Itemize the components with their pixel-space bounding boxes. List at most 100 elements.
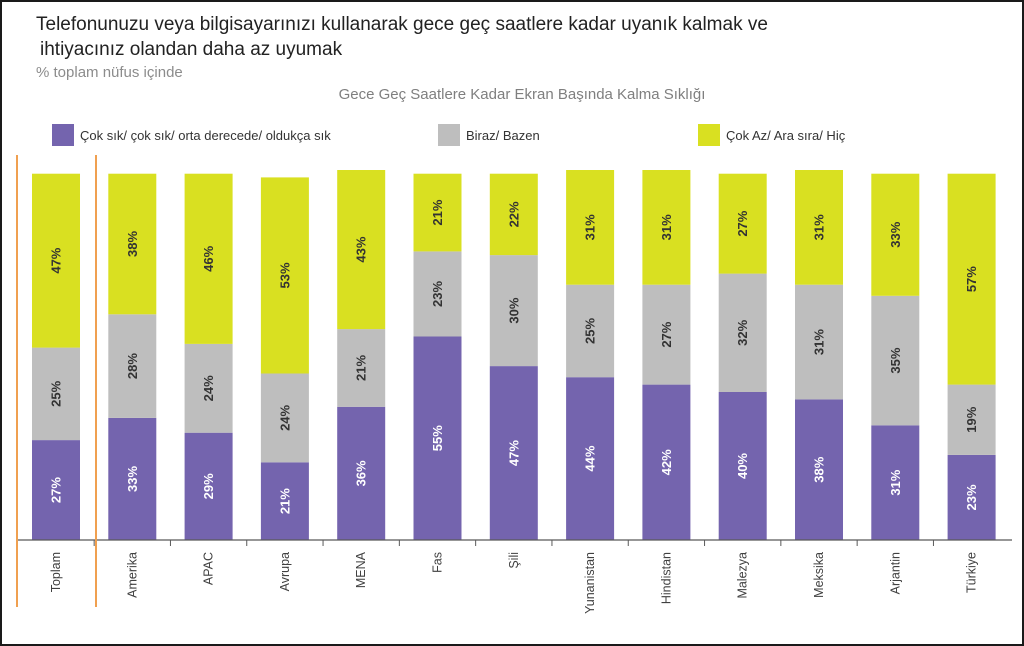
data-label-apac-sometimes: 24% [201, 375, 216, 401]
data-label-avrupa-rarely: 53% [277, 262, 292, 288]
bar-turkiye-frequent [947, 454, 996, 540]
bar-malezya-frequent [718, 392, 767, 540]
bar-meksika-frequent [795, 399, 843, 540]
bar-fas-rarely [413, 173, 462, 252]
data-label-turkiye-rarely: 57% [964, 266, 979, 292]
bar-yunanistan-frequent [566, 377, 615, 540]
bar-toplam-sometimes [32, 347, 80, 441]
tick-label-hindistan: Hindistan [659, 552, 673, 604]
data-label-turkiye-frequent: 23% [964, 484, 979, 510]
bar-apac-rarely [184, 173, 233, 344]
data-label-fas-rarely: 21% [430, 199, 445, 225]
data-label-amerika-sometimes: 28% [125, 353, 140, 379]
bar-fas-sometimes [413, 251, 462, 337]
data-label-mena-rarely: 43% [354, 236, 369, 262]
legend-item-rarely: Çok Az/ Ara sıra/ Hiç [698, 124, 845, 146]
data-label-mena-sometimes: 21% [354, 355, 369, 381]
data-label-sili-frequent: 47% [506, 440, 521, 466]
bar-yunanistan-sometimes [566, 284, 615, 378]
subtitle: % toplam nüfus içinde [36, 64, 183, 81]
bar-toplam-rarely [32, 173, 80, 348]
bar-malezya-rarely [718, 173, 767, 274]
tick-label-arjantin: Arjantin [888, 552, 902, 594]
data-label-avrupa-sometimes: 24% [277, 404, 292, 430]
bar-hindistan-rarely [642, 170, 691, 285]
bar-yunanistan-rarely [566, 170, 615, 285]
bar-avrupa-rarely [260, 177, 309, 374]
data-label-sili-rarely: 22% [506, 201, 521, 227]
data-label-yunanistan-frequent: 44% [583, 445, 598, 471]
data-label-meksika-sometimes: 31% [812, 329, 827, 355]
data-label-turkiye-sometimes: 19% [964, 406, 979, 432]
data-label-fas-sometimes: 23% [430, 281, 445, 307]
data-label-apac-frequent: 29% [201, 473, 216, 499]
legend-swatch-sometimes [438, 124, 460, 146]
tick-label-malezya: Malezya [736, 552, 750, 599]
bar-arjantin-frequent [871, 425, 920, 540]
data-label-malezya-sometimes: 32% [735, 319, 750, 345]
tick-label-sili: Şili [507, 552, 521, 569]
data-label-sili-sometimes: 30% [506, 297, 521, 323]
data-label-yunanistan-sometimes: 25% [583, 318, 598, 344]
data-label-meksika-rarely: 31% [812, 214, 827, 240]
bar-sili-frequent [489, 366, 538, 540]
bar-hindistan-frequent [642, 384, 691, 540]
bar-meksika-rarely [795, 170, 843, 285]
legend-label-frequent: Çok sık/ çok sık/ orta derecede/ oldukça… [80, 127, 331, 143]
data-label-yunanistan-rarely: 31% [583, 214, 598, 240]
bar-fas-frequent [413, 336, 462, 540]
bar-amerika-frequent [108, 417, 157, 540]
bar-sili-rarely [489, 173, 538, 256]
data-label-arjantin-rarely: 33% [888, 221, 903, 247]
bar-mena-rarely [337, 170, 386, 330]
bar-sili-sometimes [489, 255, 538, 367]
tick-label-meksika: Meksika [812, 552, 826, 598]
data-label-meksika-frequent: 38% [812, 456, 827, 482]
tick-label-turkiye: Türkiye [965, 552, 979, 593]
legend-item-sometimes: Biraz/ Bazen [438, 124, 540, 146]
tick-label-avrupa: Avrupa [278, 552, 292, 591]
bar-mena-frequent [337, 406, 386, 540]
legend-swatch-frequent [52, 124, 74, 146]
data-label-arjantin-frequent: 31% [888, 469, 903, 495]
bar-arjantin-rarely [871, 173, 920, 296]
data-label-hindistan-rarely: 31% [659, 214, 674, 240]
bar-apac-frequent [184, 432, 233, 540]
data-label-hindistan-sometimes: 27% [659, 321, 674, 347]
legend-label-sometimes: Biraz/ Bazen [466, 127, 540, 143]
page-title: Telefonunuzu veya bilgisayarınızı kullan… [36, 12, 768, 62]
tick-label-amerika: Amerika [125, 552, 139, 598]
data-label-toplam-frequent: 27% [49, 477, 64, 503]
bar-meksika-sometimes [795, 284, 843, 400]
legend-item-frequent: Çok sık/ çok sık/ orta derecede/ oldukça… [52, 124, 331, 146]
bar-turkiye-rarely [947, 173, 996, 385]
bar-arjantin-sometimes [871, 295, 920, 426]
bar-hindistan-sometimes [642, 284, 691, 385]
data-label-hindistan-frequent: 42% [659, 449, 674, 475]
legend-label-rarely: Çok Az/ Ara sıra/ Hiç [726, 127, 846, 143]
data-label-mena-frequent: 36% [354, 460, 369, 486]
tick-label-apac: APAC [202, 552, 216, 585]
data-label-toplam-rarely: 47% [49, 247, 64, 273]
bar-avrupa-sometimes [260, 373, 309, 463]
data-label-arjantin-sometimes: 35% [888, 347, 903, 373]
bar-avrupa-frequent [260, 462, 309, 540]
bar-amerika-sometimes [108, 314, 157, 418]
bar-amerika-rarely [108, 173, 157, 315]
bar-malezya-sometimes [718, 273, 767, 392]
bar-mena-sometimes [337, 329, 386, 407]
tick-label-fas: Fas [431, 552, 445, 573]
data-label-amerika-frequent: 33% [125, 466, 140, 492]
title-line-1: Telefonunuzu veya bilgisayarınızı kullan… [36, 14, 768, 35]
data-label-toplam-sometimes: 25% [49, 380, 64, 406]
bar-toplam-frequent [32, 440, 80, 540]
tick-label-mena: MENA [354, 551, 368, 588]
data-label-apac-rarely: 46% [201, 245, 216, 271]
bar-apac-sometimes [184, 343, 233, 433]
title-line-2: ihtiyacınız olandan daha az uyumak [40, 39, 343, 60]
data-label-malezya-rarely: 27% [735, 210, 750, 236]
bar-turkiye-sometimes [947, 384, 996, 455]
chart-title: Gece Geç Saatlere Kadar Ekran Başında Ka… [338, 86, 706, 103]
legend-swatch-rarely [698, 124, 720, 146]
